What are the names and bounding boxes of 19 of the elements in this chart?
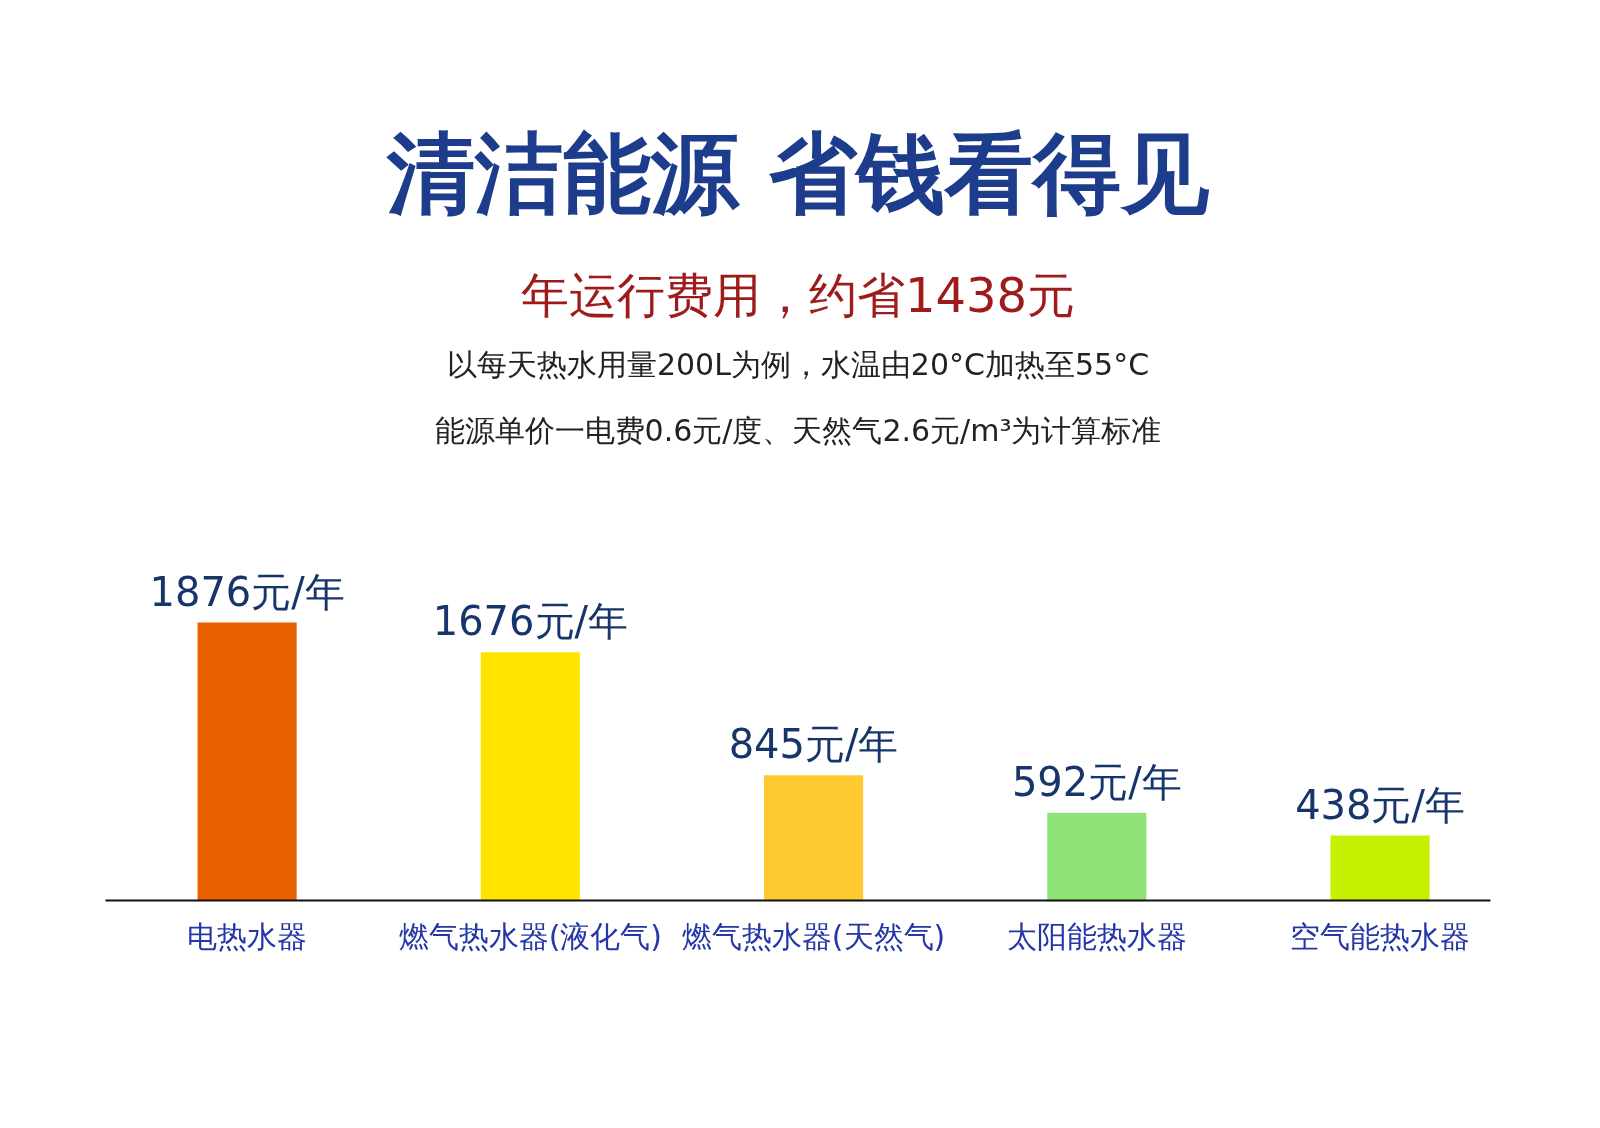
bar — [1330, 835, 1430, 901]
text: 能源单价一电费0.6元/度、天然气2.6元/m³为计算标准 — [434, 413, 1162, 448]
text: 以每天热水用量200L为例，水温由20°C加热至55°C — [446, 346, 1150, 382]
data-label: 592元/年 — [1011, 758, 1182, 805]
bar — [197, 622, 297, 901]
chart-subtitle: 年运行费用，约省1438元 — [520, 266, 1076, 323]
bar — [764, 775, 864, 901]
x-tick-label: 太阳能热水器 — [1006, 918, 1187, 954]
chart-title: 清洁能源 省钱看得见 — [385, 121, 1211, 225]
bar — [480, 652, 580, 901]
data-label: 438元/年 — [1295, 781, 1465, 828]
x-tick-label: 电热水器 — [187, 918, 308, 954]
data-label: 1676元/年 — [432, 598, 628, 645]
x-tick-label: 燃气热水器(液化气) — [398, 918, 663, 954]
data-label: 845元/年 — [728, 721, 899, 768]
bar — [1047, 812, 1147, 901]
data-label: 1876元/年 — [149, 568, 345, 615]
x-tick-label: 燃气热水器(天然气) — [681, 918, 946, 954]
x-tick-label: 空气能热水器 — [1290, 918, 1471, 954]
